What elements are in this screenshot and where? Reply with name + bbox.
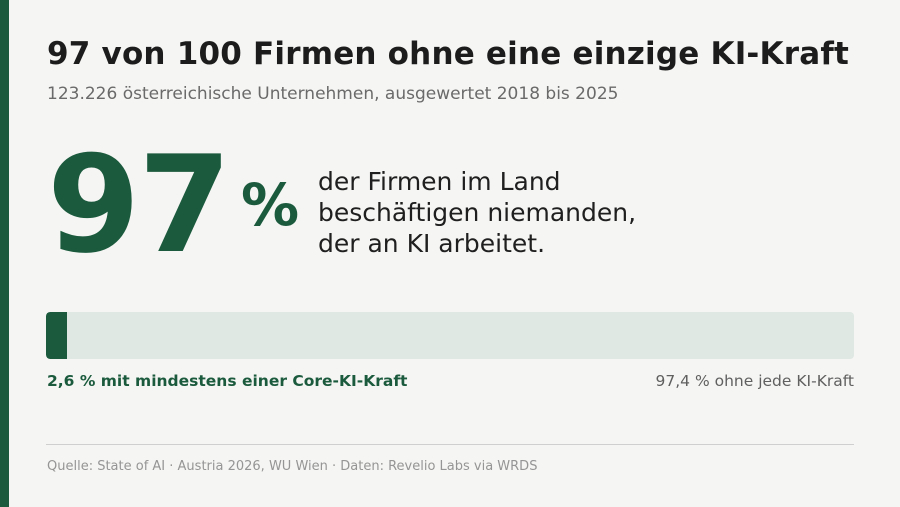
statement-line: der Firmen im Land [318, 167, 561, 196]
source-note: Quelle: State of AI · Austria 2026, WU W… [47, 459, 538, 474]
progress-label-without-ai: 97,4 % ohne jede KI-Kraft [655, 372, 854, 390]
headline-statement: der Firmen im Land beschäftigen niemande… [318, 166, 636, 259]
page-subtitle: 123.226 österreichische Unternehmen, aus… [47, 84, 619, 104]
share-progress-bar [46, 312, 854, 359]
headline-number: 97 [47, 127, 231, 283]
statement-line: beschäftigen niemanden, [318, 198, 637, 227]
headline-percent-sign: % [241, 171, 300, 239]
share-progress-fill [46, 312, 67, 359]
progress-label-with-ai: 2,6 % mit mindestens einer Core-KI-Kraft [47, 372, 408, 390]
page-title: 97 von 100 Firmen ohne eine einzige KI-K… [47, 36, 850, 72]
statement-line: der an KI arbeitet. [318, 229, 546, 258]
accent-bar [0, 0, 9, 507]
footer-divider [46, 444, 854, 445]
